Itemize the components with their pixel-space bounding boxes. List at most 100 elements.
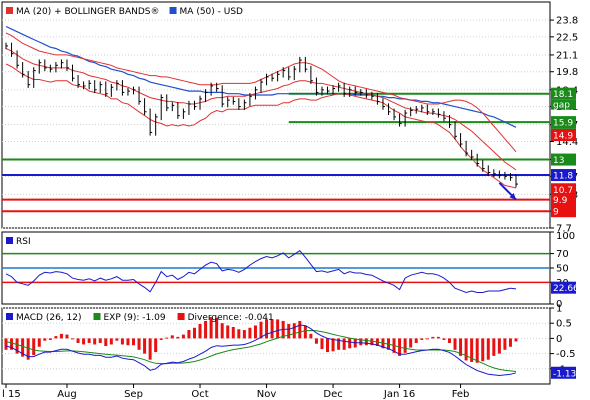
macd-legend-swatch [177, 313, 185, 320]
macd-histogram-bar [76, 338, 80, 343]
x-axis: l 15 Aug Sep Oct Nov Dec Jan 16 Feb [2, 384, 469, 400]
price-value-tag-box [551, 183, 576, 196]
x-tick-label: Aug [57, 389, 77, 400]
macd-histogram-bar [120, 338, 124, 345]
rsi-level-label: 50 [556, 264, 569, 275]
macd-histogram-bar [359, 338, 363, 346]
macd-histogram-bar [475, 338, 479, 363]
macd-histogram-bar [425, 338, 429, 340]
macd-histogram-bar [43, 338, 47, 341]
macd-histogram-bar [276, 319, 280, 339]
macd-histogram-bar [98, 338, 102, 343]
rsi-current-tag-box [551, 281, 576, 294]
price-level-tag-box [551, 153, 576, 166]
price-legend: MA (20) + BOLLINGER BANDS® MA (50) - USD [6, 7, 243, 17]
macd-histogram-bar [137, 338, 141, 350]
macd-histogram-bar [259, 321, 263, 339]
macd-histogram-bar [115, 338, 119, 341]
macd-histogram-bar [459, 338, 463, 356]
price-level-note-box [551, 99, 576, 110]
macd-histogram-bar [436, 336, 440, 339]
macd-histogram-bar [403, 338, 407, 353]
x-tick-label: Feb [452, 389, 470, 400]
macd-histogram-bar [303, 325, 307, 339]
macd-histogram-bar [109, 338, 113, 345]
macd-legend-label: Divergence: -0.041 [188, 313, 274, 323]
macd-histogram-bar [59, 333, 63, 339]
bollinger-lower-line [5, 63, 517, 189]
macd-histogram-bar [231, 327, 235, 339]
macd-histogram-bar [87, 338, 91, 343]
price-level-tag-box [551, 116, 576, 129]
macd-legend-swatch [93, 313, 101, 320]
macd-y-tick-label: 0.5 [556, 319, 572, 330]
macd-y-tick-label: 1 [556, 304, 562, 315]
macd-histogram-bar [342, 338, 346, 350]
price-legend-swatch [6, 7, 13, 14]
macd-histogram-bar [253, 325, 257, 339]
macd-histogram-bar [481, 338, 485, 362]
price-y-tick-label: 14.4 [556, 137, 578, 148]
rsi-panel: 1000705030 22.66 RSI [1, 231, 579, 310]
macd-histogram-bar [331, 338, 335, 352]
macd-current-tag-box [551, 366, 576, 379]
macd-histogram-bar [181, 334, 185, 339]
rsi-legend-swatch [6, 237, 13, 244]
macd-histogram-bar [37, 338, 41, 347]
macd-histogram-bar [508, 338, 512, 347]
price-value-tag-label: 14.9 [553, 132, 573, 142]
macd-histogram-bar [298, 320, 302, 339]
price-y-tick-label: 22.5 [556, 32, 578, 43]
macd-histogram-bar [464, 338, 468, 361]
macd-y-tick-label: 0 [556, 334, 562, 345]
macd-legend-label: MACD (26, 12) [16, 313, 82, 323]
macd-histogram-bar [165, 337, 169, 339]
price-level-note: gap [553, 101, 570, 111]
macd-histogram-bar [470, 338, 474, 362]
macd-histogram-bar [10, 338, 14, 350]
macd-histogram-bar [242, 330, 246, 339]
macd-histogram-bar [65, 334, 69, 339]
macd-histogram-bar [420, 338, 424, 340]
price-level-tag-label: 9.9 [553, 196, 568, 206]
macd-histogram-bar [21, 338, 25, 357]
price-level-tag-label: 9 [553, 208, 559, 218]
price-level-tag-label: 11.8 [553, 172, 573, 182]
macd-series [5, 324, 517, 377]
macd-histogram-bar [270, 319, 274, 339]
macd-current-tag-label: -1.13 [553, 369, 576, 379]
price-level-tag-box [551, 205, 576, 218]
x-tick-label: l 15 [2, 389, 21, 400]
macd-histogram-bar [442, 338, 446, 340]
price-legend-swatch [169, 7, 177, 14]
macd-histogram-bar [104, 338, 108, 346]
price-y-tick-label: 21.1 [556, 50, 578, 61]
macd-histogram-bar [248, 327, 252, 339]
price-value-tag-label: 10.7 [553, 186, 573, 196]
macd-histogram-bar [170, 335, 174, 339]
macd-histogram-bar [71, 338, 75, 340]
macd-legend-swatch [6, 313, 13, 320]
macd-histogram-bar [54, 336, 58, 339]
price-level-tag-box [551, 169, 576, 182]
x-tick-label: Dec [323, 389, 342, 400]
macd-histogram-bar [143, 338, 147, 354]
rsi-line [5, 250, 517, 294]
macd-panel: 10.50-0.5-1 -1.13 MACD (26, 12)EXP (9): … [1, 304, 576, 385]
macd-histogram-bar [503, 338, 507, 350]
rsi-level-label: 70 [556, 249, 569, 260]
macd-histogram-bar [314, 338, 318, 344]
macd-histogram-bar [126, 338, 130, 346]
price-projection [498, 182, 517, 201]
macd-histogram-bar [215, 317, 219, 339]
rsi-tags: 22.66 [551, 281, 579, 294]
ma50-line [5, 25, 517, 128]
macd-histogram-bar [198, 323, 202, 339]
macd-histogram-bar [453, 338, 457, 350]
macd-histogram-bar [497, 338, 501, 354]
macd-histogram-bar [132, 338, 135, 346]
macd-histogram-bar [148, 338, 152, 360]
macd-histogram-bar [26, 338, 30, 360]
macd-histogram-bar [492, 338, 496, 356]
